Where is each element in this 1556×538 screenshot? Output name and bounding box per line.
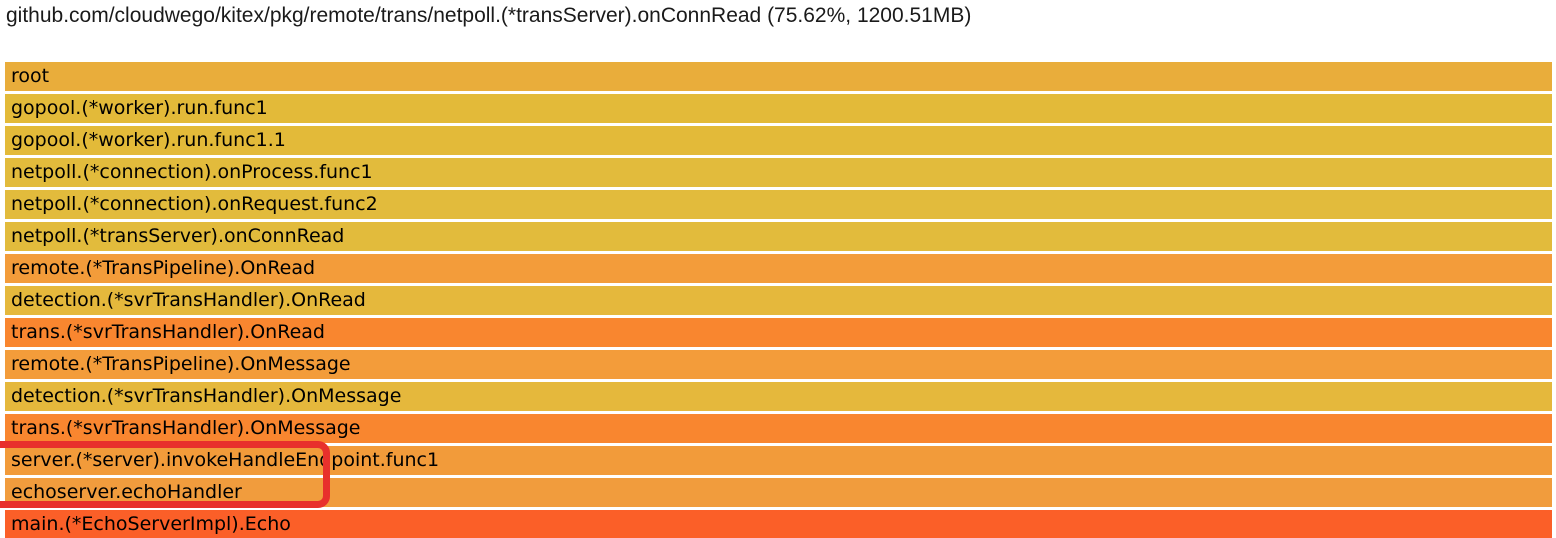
flame-frame[interactable]: remote.(*TransPipeline).OnMessage <box>5 350 1552 379</box>
flame-frame-label: remote.(*TransPipeline).OnRead <box>11 257 316 279</box>
flame-frame-label: netpoll.(*connection).onProcess.func1 <box>11 161 373 183</box>
flame-frame[interactable]: detection.(*svrTransHandler).OnMessage <box>5 382 1552 411</box>
flame-frame-label: main.(*EchoServerImpl).Echo <box>11 513 291 535</box>
flame-frame-label: server.(*server).invokeHandleEndpoint.fu… <box>11 449 440 471</box>
flamegraph-selected-title: github.com/cloudwego/kitex/pkg/remote/tr… <box>6 4 972 27</box>
flame-frame[interactable]: remote.(*TransPipeline).OnRead <box>5 254 1552 283</box>
flame-frame[interactable]: detection.(*svrTransHandler).OnRead <box>5 286 1552 315</box>
flame-frame-label: gopool.(*worker).run.func1 <box>11 97 268 119</box>
flame-frame[interactable]: netpoll.(*connection).onProcess.func1 <box>5 158 1552 187</box>
flame-frame[interactable]: trans.(*svrTransHandler).OnRead <box>5 318 1552 347</box>
flame-frame-label: netpoll.(*connection).onRequest.func2 <box>11 193 378 215</box>
flame-frame-label: echoserver.echoHandler <box>11 481 242 503</box>
flame-frame[interactable]: netpoll.(*transServer).onConnRead <box>5 222 1552 251</box>
flame-frame-label: netpoll.(*transServer).onConnRead <box>11 225 345 247</box>
flame-frame-label: detection.(*svrTransHandler).OnRead <box>11 289 366 311</box>
flame-frame-label: gopool.(*worker).run.func1.1 <box>11 129 286 151</box>
flame-frame-label: root <box>11 65 50 87</box>
flame-frame[interactable]: server.(*server).invokeHandleEndpoint.fu… <box>5 446 1552 475</box>
flame-frame-label: trans.(*svrTransHandler).OnMessage <box>11 417 361 439</box>
flame-frame-label: remote.(*TransPipeline).OnMessage <box>11 353 351 375</box>
flame-frame[interactable]: root <box>5 62 1552 91</box>
flame-frame[interactable]: trans.(*svrTransHandler).OnMessage <box>5 414 1552 443</box>
flame-stack: root gopool.(*worker).run.func1 gopool.(*w… <box>5 62 1552 538</box>
flame-frame[interactable]: netpoll.(*connection).onRequest.func2 <box>5 190 1552 219</box>
flame-frame-label: detection.(*svrTransHandler).OnMessage <box>11 385 402 407</box>
flame-frame-label: trans.(*svrTransHandler).OnRead <box>11 321 325 343</box>
flame-frame[interactable]: main.(*EchoServerImpl).Echo <box>5 510 1552 538</box>
flame-frame[interactable]: gopool.(*worker).run.func1 <box>5 94 1552 123</box>
flame-frame[interactable]: echoserver.echoHandler <box>5 478 1552 507</box>
flame-frame[interactable]: gopool.(*worker).run.func1.1 <box>5 126 1552 155</box>
